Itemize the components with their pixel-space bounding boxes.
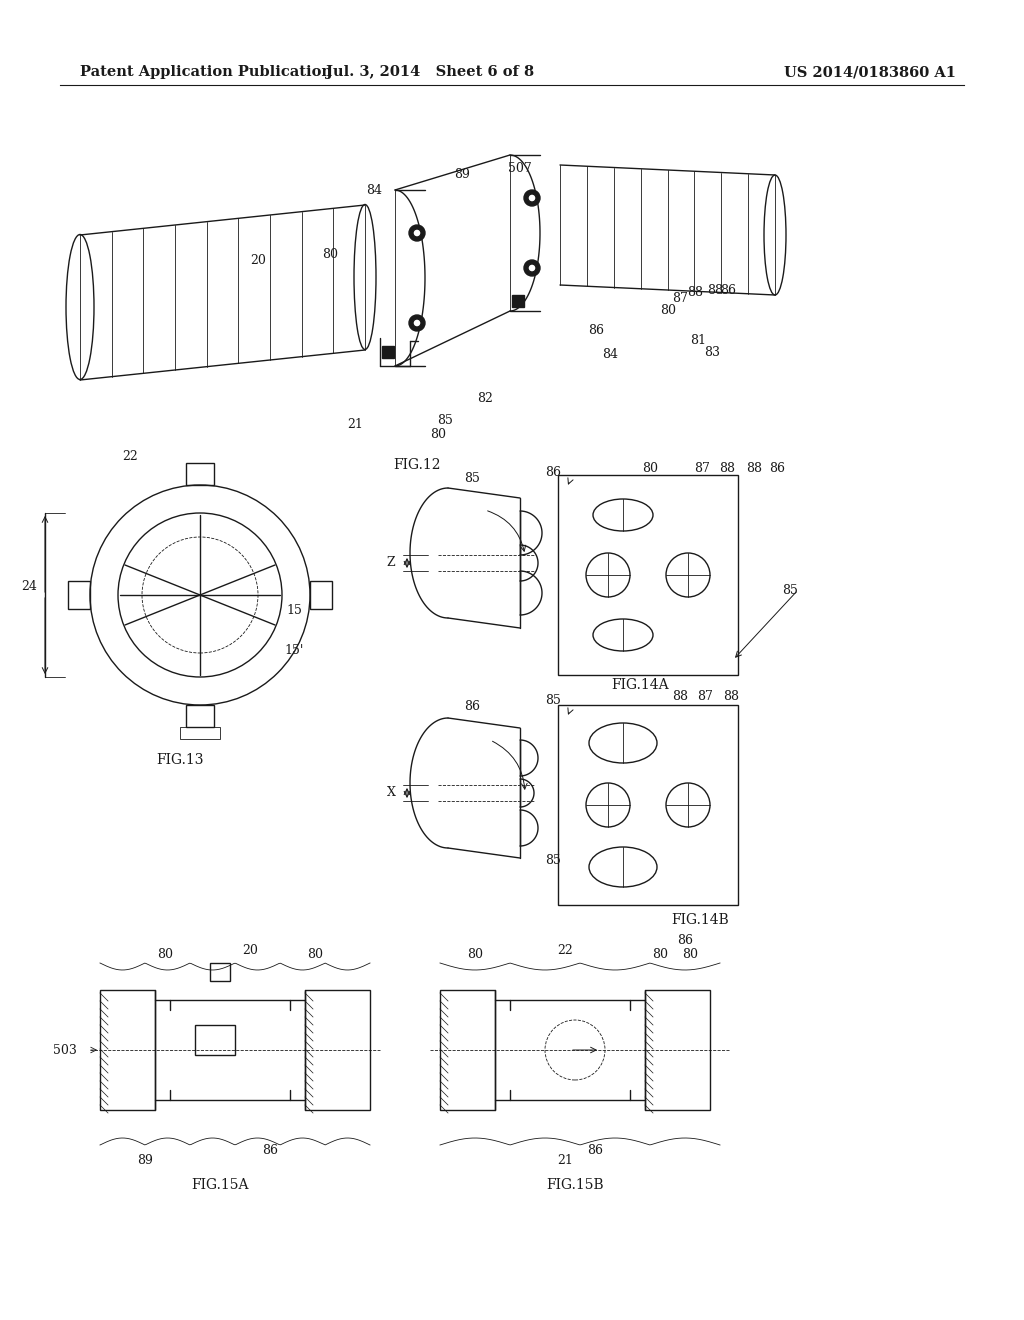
Text: 84: 84 xyxy=(602,348,618,362)
Text: 24: 24 xyxy=(22,581,37,594)
Text: Jul. 3, 2014   Sheet 6 of 8: Jul. 3, 2014 Sheet 6 of 8 xyxy=(326,65,535,79)
Text: 85: 85 xyxy=(545,693,561,706)
Text: FIG.15A: FIG.15A xyxy=(191,1177,249,1192)
Text: 80: 80 xyxy=(660,304,676,317)
Text: 89: 89 xyxy=(454,169,470,181)
Text: 89: 89 xyxy=(137,1154,153,1167)
Bar xyxy=(310,581,332,609)
Text: 85: 85 xyxy=(545,854,561,866)
Text: 21: 21 xyxy=(347,418,362,432)
Text: 88: 88 xyxy=(719,462,735,474)
Text: 507: 507 xyxy=(508,161,531,174)
Text: FIG.14A: FIG.14A xyxy=(611,678,669,692)
Circle shape xyxy=(413,228,421,238)
Text: 80: 80 xyxy=(307,949,323,961)
Bar xyxy=(68,581,90,609)
Text: 88: 88 xyxy=(687,286,703,300)
Text: 86: 86 xyxy=(262,1143,278,1156)
Text: 80: 80 xyxy=(682,949,698,961)
Text: FIG.12: FIG.12 xyxy=(393,458,440,473)
Text: 80: 80 xyxy=(430,429,446,441)
Circle shape xyxy=(413,319,421,327)
Bar xyxy=(305,990,370,1110)
Text: 88: 88 xyxy=(723,690,739,704)
Circle shape xyxy=(528,194,536,202)
Bar xyxy=(186,463,214,484)
Text: 87: 87 xyxy=(672,292,688,305)
Bar xyxy=(558,705,738,906)
Circle shape xyxy=(524,190,540,206)
Bar xyxy=(440,990,495,1110)
Text: Patent Application Publication: Patent Application Publication xyxy=(80,65,332,79)
Text: 22: 22 xyxy=(122,450,138,463)
Bar xyxy=(186,705,214,727)
Text: 85: 85 xyxy=(782,583,798,597)
Text: FIG.14B: FIG.14B xyxy=(671,913,729,927)
Circle shape xyxy=(528,264,536,272)
Text: 88: 88 xyxy=(746,462,762,474)
Text: US 2014/0183860 A1: US 2014/0183860 A1 xyxy=(784,65,956,79)
Circle shape xyxy=(409,224,425,242)
Text: 86: 86 xyxy=(677,933,693,946)
Text: 87: 87 xyxy=(694,462,710,474)
Text: 86: 86 xyxy=(588,323,604,337)
Text: X: X xyxy=(387,787,395,800)
Text: 86: 86 xyxy=(464,700,480,713)
Text: FIG.15B: FIG.15B xyxy=(546,1177,604,1192)
Text: 85: 85 xyxy=(464,471,480,484)
Text: 80: 80 xyxy=(157,949,173,961)
Text: 86: 86 xyxy=(720,284,736,297)
Text: 20: 20 xyxy=(242,944,258,957)
Text: 88: 88 xyxy=(707,285,723,297)
Circle shape xyxy=(409,315,425,331)
Text: 80: 80 xyxy=(652,949,668,961)
Text: 80: 80 xyxy=(322,248,338,261)
Text: 86: 86 xyxy=(769,462,785,474)
Text: 15': 15' xyxy=(285,644,304,656)
Bar xyxy=(558,475,738,675)
Text: 80: 80 xyxy=(642,462,658,474)
Bar xyxy=(195,1026,234,1055)
Text: 85: 85 xyxy=(437,413,453,426)
Bar xyxy=(180,727,220,739)
Text: Z: Z xyxy=(387,557,395,569)
Text: 20: 20 xyxy=(250,253,266,267)
Text: 88: 88 xyxy=(672,690,688,704)
Text: FIG.13: FIG.13 xyxy=(157,752,204,767)
Text: 22: 22 xyxy=(557,944,572,957)
Text: 84: 84 xyxy=(366,183,382,197)
Circle shape xyxy=(524,260,540,276)
Bar xyxy=(512,294,524,308)
Text: 86: 86 xyxy=(545,466,561,479)
Bar xyxy=(100,990,155,1110)
Text: 82: 82 xyxy=(477,392,493,404)
Text: 83: 83 xyxy=(705,346,720,359)
Text: 87: 87 xyxy=(697,690,713,704)
Text: 15: 15 xyxy=(286,603,302,616)
Text: 21: 21 xyxy=(557,1154,573,1167)
Text: 86: 86 xyxy=(587,1143,603,1156)
Text: 80: 80 xyxy=(467,949,483,961)
Text: 81: 81 xyxy=(690,334,706,346)
Text: 503: 503 xyxy=(53,1044,77,1056)
Bar xyxy=(382,346,394,358)
Bar xyxy=(645,990,710,1110)
Bar xyxy=(210,964,230,981)
